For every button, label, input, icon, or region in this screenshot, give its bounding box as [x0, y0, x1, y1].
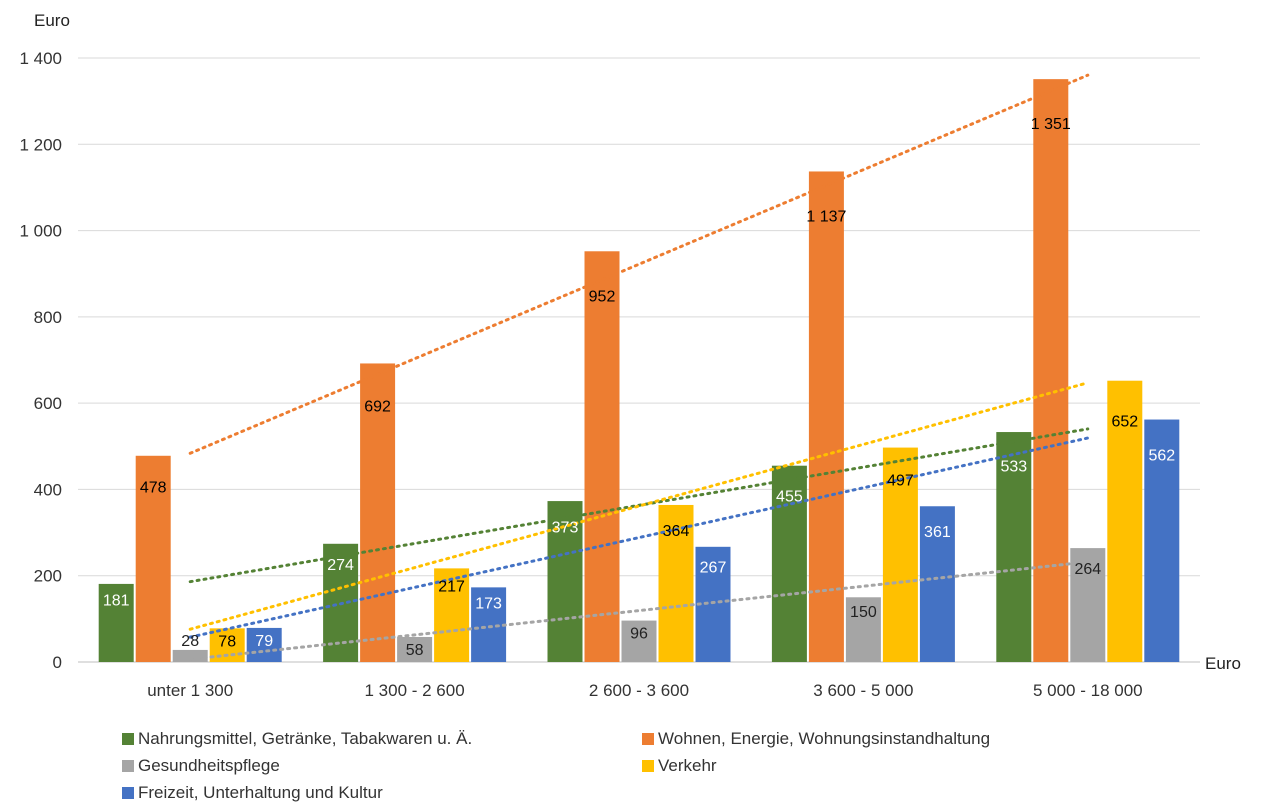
y-axis-title: Euro — [34, 11, 70, 30]
data-label: 264 — [1074, 561, 1101, 578]
data-label: 533 — [1000, 459, 1027, 476]
bar — [1033, 79, 1069, 662]
legend-label: Verkehr — [658, 756, 717, 775]
y-tick-label: 0 — [53, 653, 62, 672]
legend-item: Nahrungsmittel, Getränke, Tabakwaren u. … — [122, 728, 642, 750]
legend-label: Nahrungsmittel, Getränke, Tabakwaren u. … — [138, 729, 473, 748]
bar — [845, 597, 881, 662]
legend-swatch — [122, 760, 134, 772]
bar — [1070, 548, 1106, 662]
data-label: 173 — [475, 595, 502, 612]
x-axis-title: Euro — [1205, 654, 1241, 673]
x-axis-ticks: unter 1 300 1 300 - 2 600 2 600 - 3 600 3 6… — [147, 681, 1142, 700]
data-label: 652 — [1111, 413, 1138, 430]
data-label: 150 — [850, 604, 877, 621]
bar — [771, 465, 807, 662]
legend-label: Freizeit, Unterhaltung und Kultur — [138, 783, 383, 802]
legend-swatch — [122, 733, 134, 745]
y-axis-ticks: 0 200 400 600 800 1 000 1 200 1 400 — [19, 49, 62, 672]
trendline — [188, 560, 1090, 661]
bar — [584, 251, 620, 662]
x-tick-label: 5 000 - 18 000 — [1033, 681, 1143, 700]
trendline — [188, 381, 1090, 631]
data-label: 267 — [700, 560, 727, 577]
y-tick-label: 1 400 — [19, 49, 62, 68]
data-label: 181 — [103, 592, 130, 609]
data-label: 692 — [364, 398, 391, 415]
data-label: 373 — [552, 519, 579, 536]
y-tick-label: 1 000 — [19, 222, 62, 241]
trendline — [188, 436, 1090, 639]
bar — [996, 432, 1032, 662]
bar — [471, 587, 507, 662]
legend-label: Gesundheitspflege — [138, 756, 280, 775]
legend-item: Wohnen, Energie, Wohnungsinstandhaltung — [642, 728, 1122, 750]
bars — [98, 79, 1180, 663]
data-label: 78 — [218, 633, 236, 650]
bar — [621, 620, 657, 662]
data-label: 58 — [406, 642, 424, 659]
legend-item: Freizeit, Unterhaltung und Kultur — [122, 782, 642, 804]
legend-item: Verkehr — [642, 755, 1122, 777]
bar — [1107, 380, 1143, 662]
trendline — [188, 73, 1090, 455]
legend-swatch — [642, 760, 654, 772]
y-tick-label: 400 — [34, 480, 62, 499]
data-label: 952 — [589, 288, 616, 305]
data-label: 361 — [924, 524, 951, 541]
data-label: 217 — [438, 579, 465, 596]
trendlines — [188, 73, 1090, 661]
legend-item: Gesundheitspflege — [122, 755, 642, 777]
data-label: 497 — [887, 472, 914, 489]
gridlines — [78, 57, 1200, 663]
legend: Nahrungsmittel, Getränke, Tabakwaren u. … — [122, 728, 1122, 804]
data-label: 562 — [1148, 448, 1175, 465]
y-tick-label: 200 — [34, 567, 62, 586]
x-tick-label: 3 600 - 5 000 — [813, 681, 913, 700]
data-labels: 181 274 373 455 533 478 692 952 1 137 1 351 28 58 96… — [103, 116, 1175, 659]
data-label: 96 — [630, 626, 648, 643]
legend-label: Wohnen, Energie, Wohnungsinstandhaltung — [658, 729, 991, 748]
data-label: 478 — [140, 480, 167, 497]
bar — [547, 501, 583, 662]
bar — [246, 627, 282, 662]
legend-swatch — [122, 787, 134, 799]
data-label: 274 — [327, 557, 354, 574]
data-label: 79 — [255, 633, 273, 650]
data-label: 1 137 — [806, 208, 846, 225]
y-tick-label: 1 200 — [19, 135, 62, 154]
data-label: 28 — [181, 633, 199, 650]
x-tick-label: unter 1 300 — [147, 681, 233, 700]
data-label: 364 — [663, 523, 690, 540]
legend-swatch — [642, 733, 654, 745]
bar — [808, 171, 844, 663]
x-tick-label: 2 600 - 3 600 — [589, 681, 689, 700]
data-label: 455 — [776, 488, 803, 505]
bar — [360, 363, 396, 662]
bar — [1144, 419, 1180, 662]
bar — [135, 455, 171, 662]
bar — [98, 583, 134, 662]
y-tick-label: 600 — [34, 394, 62, 413]
bar — [434, 568, 470, 662]
data-label: 1 351 — [1031, 116, 1071, 133]
bar — [919, 506, 955, 662]
y-tick-label: 800 — [34, 308, 62, 327]
x-tick-label: 1 300 - 2 600 — [364, 681, 464, 700]
trendline — [188, 427, 1090, 584]
bar — [397, 636, 433, 662]
